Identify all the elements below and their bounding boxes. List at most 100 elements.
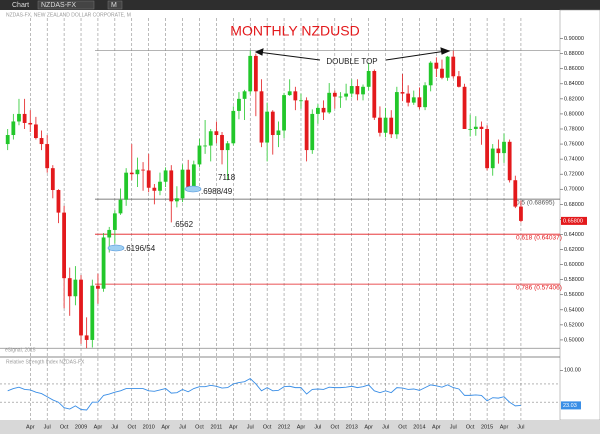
x-tick-label: Apr	[500, 424, 509, 430]
y-tick-label: 0.90000	[564, 36, 584, 42]
candle-body	[259, 91, 264, 143]
y-tick-label: 0.54000	[564, 307, 584, 313]
candle-body	[197, 145, 202, 165]
interval-input[interactable]	[107, 0, 123, 10]
candle-body	[45, 144, 50, 169]
x-tick-label: Oct	[195, 424, 204, 430]
price-tag	[561, 216, 587, 225]
y-tick-label: 100.00	[564, 368, 581, 374]
arrows	[254, 47, 451, 61]
price-axis	[559, 9, 600, 421]
arrow-head	[254, 48, 264, 56]
candle-body	[28, 122, 33, 125]
candle-body	[372, 70, 377, 118]
y-tick-label: 0.84000	[564, 81, 584, 87]
candle-body	[163, 170, 168, 182]
y-tick-label: 0.82000	[564, 96, 584, 102]
x-tick-label: Oct	[331, 424, 340, 430]
annotation: .6196/54	[124, 244, 156, 253]
candle-body	[146, 170, 151, 188]
candle-body	[231, 110, 236, 144]
candle-body	[490, 148, 495, 169]
candle-body	[411, 97, 416, 103]
symbol-text: NZDAS-FX	[41, 2, 76, 9]
candle-body	[118, 199, 123, 214]
y-tick-label: 0.76000	[564, 142, 584, 148]
candle-body	[124, 172, 129, 200]
fib-label: 0.5 (0.68695)	[516, 199, 555, 206]
candle-body	[135, 169, 140, 175]
x-tick-label: 2015	[481, 424, 493, 430]
candle-body	[242, 91, 247, 99]
candle-body	[316, 107, 320, 114]
arrow	[257, 51, 321, 61]
y-tick-label: 0.64000	[564, 232, 584, 238]
candle-body	[96, 285, 100, 289]
x-tick-label: Apr	[432, 424, 441, 430]
candle-body	[225, 143, 230, 151]
candle-body	[214, 131, 219, 136]
x-tick-label: Jul	[44, 424, 51, 430]
symbol-input[interactable]	[37, 0, 95, 10]
candle-body	[468, 128, 473, 130]
x-tick-label: Oct	[398, 424, 407, 430]
y-tick-label: 0.78000	[564, 126, 584, 132]
candle-body	[445, 56, 450, 78]
candle-body	[237, 98, 241, 111]
candle-body	[287, 91, 292, 96]
candle-body	[451, 56, 456, 77]
interval-text: M	[111, 2, 117, 9]
candle-body	[473, 126, 478, 129]
x-tick-label: 2009	[75, 424, 87, 430]
x-tick-label: Jul	[382, 424, 389, 430]
x-tick-label: Jul	[111, 424, 118, 430]
fib-label: 0.786 (0.57406)	[516, 284, 562, 291]
x-tick-label: Apr	[161, 424, 170, 430]
x-tick-label: 2014	[413, 424, 425, 430]
x-tick-label: 2010	[143, 424, 155, 430]
x-tick-label: 2012	[278, 424, 290, 430]
candle-body	[507, 141, 512, 181]
candle-body	[186, 169, 191, 188]
candle-body	[355, 86, 360, 95]
candle-body	[84, 335, 89, 340]
candle-body	[338, 96, 343, 98]
x-tick-label: Jul	[314, 424, 321, 430]
candle-body	[175, 198, 179, 202]
candle-body	[107, 229, 112, 238]
candle-body	[332, 92, 337, 97]
y-tick-label: 0.50000	[564, 337, 584, 343]
indicator-name: Relative Strength Index NZDAS-FX	[6, 359, 85, 365]
x-tick-label: Oct	[466, 424, 475, 430]
x-tick-label: Jul	[247, 424, 254, 430]
y-tick-label: 0.62000	[564, 247, 584, 253]
x-tick-label: Apr	[364, 424, 373, 430]
chart-title: MONTHLY NZDUSD	[230, 23, 359, 39]
candle-body	[310, 113, 315, 151]
candle-body	[406, 93, 411, 103]
annotation: 7118	[218, 173, 236, 182]
y-tick-label: 0.56000	[564, 292, 584, 298]
candle-body	[158, 181, 162, 191]
candle-body	[349, 86, 354, 94]
candle-body	[496, 148, 501, 154]
x-tick-label: Jul	[450, 424, 457, 430]
candle-body	[50, 168, 55, 191]
price-tag-label: 0.65800	[563, 218, 583, 224]
window-title: Chart	[12, 2, 29, 9]
time-axis	[0, 420, 600, 434]
y-tick-label: 0.88000	[564, 51, 584, 57]
x-tick-label: Apr	[297, 424, 306, 430]
watermark: eSignal, 2015	[5, 347, 36, 353]
title-bar	[0, 0, 600, 10]
candle-body	[62, 212, 66, 279]
y-tick-label: 0.86000	[564, 66, 584, 72]
candle-body	[389, 117, 394, 135]
candle-body	[253, 55, 258, 92]
candle-body	[141, 169, 145, 171]
candle-body	[282, 95, 286, 131]
y-tick-label: 0.60000	[564, 262, 584, 268]
candle-body	[39, 138, 44, 145]
